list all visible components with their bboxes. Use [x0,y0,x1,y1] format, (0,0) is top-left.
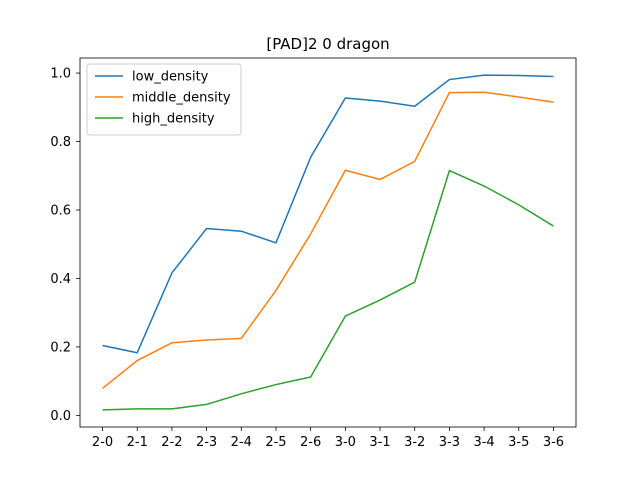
y-tick-label: 0.6 [50,203,71,218]
x-tick-label: 2-6 [300,435,321,450]
x-tick-label: 2-2 [161,435,182,450]
y-tick-label: 0.8 [50,135,71,150]
chart-title: [PAD]2 0 dragon [266,35,389,53]
plot-frame [79,57,577,428]
x-tick-label: 3-4 [473,435,494,450]
series-line-middle_density [102,91,554,389]
x-tick-label: 2-0 [92,435,113,450]
series-lines [102,74,554,411]
y-tick-label: 0.4 [50,272,71,287]
y-tick-label: 0.0 [50,409,71,424]
x-tick-label: 2-1 [127,435,148,450]
legend: low_density middle_density high_density [86,63,242,136]
legend-label: middle_density [132,91,231,106]
x-tick-label: 3-2 [404,435,425,450]
series-line-low_density [102,74,554,354]
y-tick-label: 1.0 [50,67,71,82]
x-tick-label: 2-3 [196,435,217,450]
x-tick-label: 3-5 [508,435,529,450]
x-tick-label: 2-4 [231,435,252,450]
x-tick-label: 3-1 [369,435,390,450]
x-tick-label: 2-5 [265,435,286,450]
series-line-high_density [102,169,554,411]
legend-box [86,63,242,136]
x-axis: 2-0 2-1 2-2 2-3 2-4 2-5 2-6 3-0 3-1 3-2 3-3 3-4 3-5 3… [92,427,564,450]
y-tick-label: 0.2 [50,340,71,355]
x-tick-label: 3-0 [335,435,356,450]
x-tick-label: 3-6 [543,435,564,450]
y-axis: 0.0 0.2 0.4 0.6 0.8 1.0 [50,67,80,424]
x-tick-label: 3-3 [439,435,460,450]
legend-label: high_density [132,112,215,127]
legend-label: low_density [132,70,209,85]
